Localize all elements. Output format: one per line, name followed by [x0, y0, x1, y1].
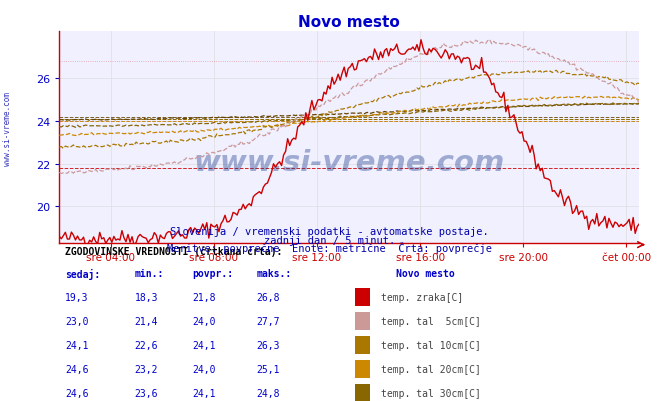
Text: maks.:: maks.: [256, 269, 292, 279]
Text: temp. tal 20cm[C]: temp. tal 20cm[C] [381, 364, 481, 374]
Text: 27,7: 27,7 [256, 316, 280, 326]
Text: www.si-vreme.com: www.si-vreme.com [194, 149, 505, 177]
Text: 24,1: 24,1 [65, 340, 88, 350]
Text: 23,0: 23,0 [65, 316, 88, 326]
Text: sedaj:: sedaj: [65, 269, 100, 279]
Text: temp. tal 30cm[C]: temp. tal 30cm[C] [381, 388, 481, 398]
Text: 24,6: 24,6 [65, 388, 88, 398]
Text: Meritve: povprečne  Enote: metrične  Črta: povprečje: Meritve: povprečne Enote: metrične Črta:… [167, 242, 492, 254]
Text: povpr.:: povpr.: [192, 269, 234, 279]
Text: 18,3: 18,3 [134, 293, 158, 302]
Text: www.si-vreme.com: www.si-vreme.com [3, 91, 13, 165]
Text: 24,6: 24,6 [65, 364, 88, 374]
Bar [355, 289, 370, 306]
Text: 26,8: 26,8 [256, 293, 280, 302]
Text: zadnji dan / 5 minut.: zadnji dan / 5 minut. [264, 235, 395, 245]
Bar [355, 336, 370, 354]
Text: 21,8: 21,8 [192, 293, 216, 302]
Text: 24,1: 24,1 [192, 388, 216, 398]
Bar [355, 360, 370, 378]
Text: 19,3: 19,3 [65, 293, 88, 302]
Text: temp. tal 10cm[C]: temp. tal 10cm[C] [381, 340, 481, 350]
Text: 23,2: 23,2 [134, 364, 158, 374]
Text: Novo mesto: Novo mesto [395, 269, 455, 279]
Bar [355, 384, 370, 401]
Text: 24,0: 24,0 [192, 364, 216, 374]
Text: 23,6: 23,6 [134, 388, 158, 398]
Text: 24,8: 24,8 [256, 388, 280, 398]
Text: temp. zraka[C]: temp. zraka[C] [381, 293, 463, 302]
Bar [355, 312, 370, 330]
Text: Slovenija / vremenski podatki - avtomatske postaje.: Slovenija / vremenski podatki - avtomats… [170, 227, 489, 237]
Title: Novo mesto: Novo mesto [299, 14, 400, 30]
Text: min.:: min.: [134, 269, 164, 279]
Text: 24,0: 24,0 [192, 316, 216, 326]
Text: 25,1: 25,1 [256, 364, 280, 374]
Text: 22,6: 22,6 [134, 340, 158, 350]
Text: temp. tal  5cm[C]: temp. tal 5cm[C] [381, 316, 481, 326]
Text: ZGODOVINSKE VREDNOSTI (črtkana črta):: ZGODOVINSKE VREDNOSTI (črtkana črta): [65, 246, 283, 257]
Text: 26,3: 26,3 [256, 340, 280, 350]
Text: 24,1: 24,1 [192, 340, 216, 350]
Text: 21,4: 21,4 [134, 316, 158, 326]
